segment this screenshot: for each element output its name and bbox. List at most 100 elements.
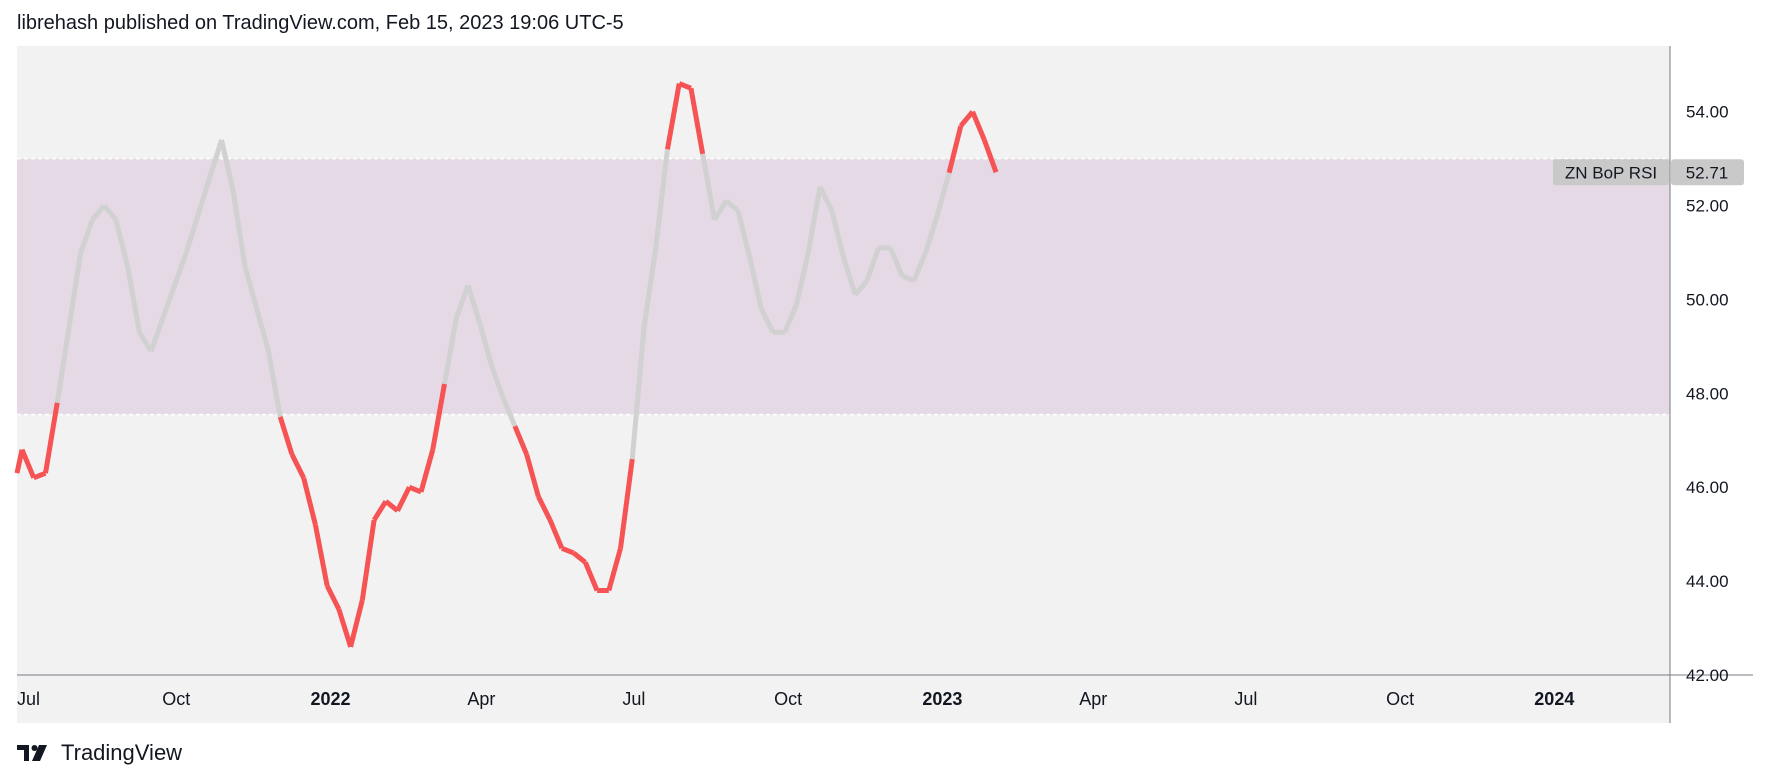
rsi-segment: [489, 364, 506, 399]
rsi-segment: [90, 203, 107, 222]
rsi-segment: [324, 584, 342, 611]
rsi-segment: [254, 308, 271, 352]
rsi-segment: [277, 416, 295, 456]
rsi-segment: [359, 519, 377, 601]
rsi-segment: [782, 303, 799, 334]
rsi-segment: [665, 83, 682, 150]
rsi-segment: [946, 125, 964, 174]
rsi-segment: [348, 599, 365, 648]
rsi-segment: [19, 448, 37, 479]
last-value-label: 52.71: [1686, 163, 1729, 182]
rsi-segment: [688, 87, 706, 155]
rsi-segment: [678, 81, 692, 91]
neutral-band: [17, 157, 1670, 416]
rsi-segment: [981, 139, 999, 174]
rsi-segment: [102, 203, 118, 222]
rsi-segment: [32, 470, 47, 481]
rsi-segment: [137, 331, 154, 353]
price-tick-label: 54.00: [1686, 103, 1729, 122]
rsi-segment: [747, 256, 764, 310]
rsi-segment: [794, 251, 811, 305]
rsi-segment: [160, 284, 177, 320]
rsi-segment: [724, 198, 740, 213]
rsi-segment: [700, 153, 717, 221]
rsi-segment: [841, 256, 858, 296]
rsi-segment: [312, 524, 330, 587]
rsi-segment: [195, 176, 213, 216]
rsi-segment: [583, 561, 600, 592]
time-tick-label: Oct: [774, 689, 802, 709]
series-name-label: ZN BoP RSI: [1565, 163, 1657, 182]
rsi-segment: [958, 110, 975, 128]
time-tick-label: Jul: [622, 689, 645, 709]
rsi-segment: [395, 486, 412, 512]
rsi-segment: [888, 246, 905, 277]
rsi-segment: [524, 453, 541, 498]
rsi-segment: [371, 499, 388, 522]
rsi-segment: [453, 284, 471, 320]
price-tick-label: 52.00: [1686, 197, 1729, 216]
rsi-segment: [817, 185, 835, 212]
rsi-segment: [629, 327, 647, 460]
rsi-segment: [172, 251, 189, 287]
rsi-segment: [572, 551, 587, 565]
rsi-segment: [911, 251, 928, 282]
tradingview-logo-icon: [17, 745, 47, 761]
rsi-segment: [289, 453, 306, 479]
rsi-segment: [465, 284, 483, 324]
last-value-badge: ZN BoP RSI 52.71: [1553, 159, 1744, 186]
tradingview-logo[interactable]: TradingView: [17, 738, 182, 768]
rsi-segment: [500, 397, 518, 428]
rsi-segment: [113, 219, 131, 268]
rsi-segment: [66, 252, 84, 329]
last-value-tag: [1671, 159, 1744, 186]
rsi-segment: [829, 209, 846, 258]
rsi-segment: [934, 172, 952, 216]
rsi-segment: [547, 519, 565, 550]
time-tick-label: Oct: [162, 689, 190, 709]
rsi-segment: [54, 327, 72, 404]
rsi-segment: [970, 110, 987, 141]
rsi-segment: [230, 191, 248, 268]
price-tick-label: 50.00: [1686, 290, 1729, 309]
time-tick-label: Apr: [467, 689, 495, 709]
rsi-segment: [148, 317, 166, 352]
price-axis[interactable]: 42.00 44.00 46.00 48.00 50.00 52.00 54.00: [1686, 103, 1729, 685]
rsi-segment: [43, 402, 60, 474]
price-tick-label: 44.00: [1686, 572, 1729, 591]
time-tick-label: Oct: [1386, 689, 1414, 709]
rsi-segment: [242, 265, 260, 310]
time-tick-label: 2022: [310, 689, 350, 709]
rsi-segment: [78, 218, 95, 254]
rsi-segment: [125, 266, 142, 333]
rsi-segment: [219, 139, 236, 193]
price-tick-label: 48.00: [1686, 384, 1729, 403]
rsi-segment: [864, 247, 882, 282]
rsi-segment: [641, 247, 659, 329]
rsi-segment: [301, 477, 318, 526]
rsi-segment: [923, 214, 940, 254]
rsi-segment: [536, 495, 553, 522]
rsi-segment: [618, 458, 635, 549]
rsi-segment: [207, 139, 224, 179]
time-tick-label: Apr: [1079, 689, 1107, 709]
time-tick-label: 2023: [922, 689, 962, 709]
rsi-segment: [805, 186, 823, 253]
rsi-segment: [266, 350, 283, 418]
rsi-segment: [418, 449, 436, 493]
rsi-segment: [735, 209, 753, 258]
series-name-badge: [1553, 159, 1669, 186]
rsi-segment: [512, 425, 529, 456]
rsi-segment: [759, 307, 776, 334]
publish-header: librehash published on TradingView.com, …: [17, 12, 624, 34]
rsi-series-line: [14, 81, 999, 648]
time-tick-label: 2024: [1534, 689, 1574, 709]
price-tick-label: 42.00: [1686, 666, 1729, 685]
rsi-segment: [901, 273, 915, 284]
rsi-segment: [430, 383, 447, 451]
price-tick-label: 46.00: [1686, 478, 1729, 497]
band-fill: [17, 158, 1670, 415]
rsi-segment: [712, 199, 729, 222]
time-axis[interactable]: Jul Oct 2022 Apr Jul Oct 2023 Apr Jul Oct 2024: [17, 689, 1574, 709]
